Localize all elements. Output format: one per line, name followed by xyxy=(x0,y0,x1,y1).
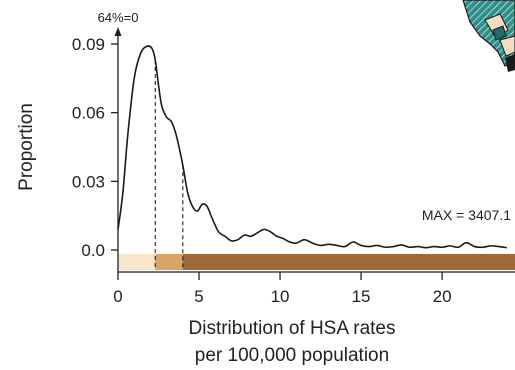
y-axis: 0.0 0.03 0.06 0.09 xyxy=(72,27,122,272)
x-tick-label: 5 xyxy=(194,287,203,306)
map-region-teal xyxy=(462,0,515,67)
x-tick-label: 15 xyxy=(352,287,371,306)
color-band-segment-3 xyxy=(182,254,515,270)
y-axis-arrowhead xyxy=(114,27,122,36)
color-band-segment-1 xyxy=(118,254,156,270)
class-boundary-lines xyxy=(154,60,184,270)
density-curve xyxy=(117,45,508,249)
y-axis-title: Proportion xyxy=(16,103,37,191)
map-region-dark xyxy=(492,25,507,41)
map-inset xyxy=(462,0,515,72)
x-axis-title-line-2: per 100,000 population xyxy=(195,345,389,366)
y-tick-label: 0.06 xyxy=(72,104,105,123)
x-tick-label: 20 xyxy=(433,287,452,306)
zero-share-annotation: 64%=0 xyxy=(98,10,139,25)
y-tick-label: 0.03 xyxy=(72,172,105,191)
map-region-light-2 xyxy=(499,35,515,57)
x-axis-title-line-1: Distribution of HSA rates xyxy=(189,318,396,339)
y-tick-label: 0.09 xyxy=(72,35,105,54)
map-region-dark-2 xyxy=(505,54,515,72)
color-band-segment-2 xyxy=(155,254,183,270)
x-tick-label: 10 xyxy=(271,287,290,306)
rate-color-band xyxy=(118,254,515,270)
x-axis: 0 5 10 15 20 xyxy=(113,271,515,306)
y-tick-label: 0.0 xyxy=(81,241,105,260)
max-annotation: MAX = 3407.1 xyxy=(422,207,511,223)
x-tick-label: 0 xyxy=(113,287,122,306)
